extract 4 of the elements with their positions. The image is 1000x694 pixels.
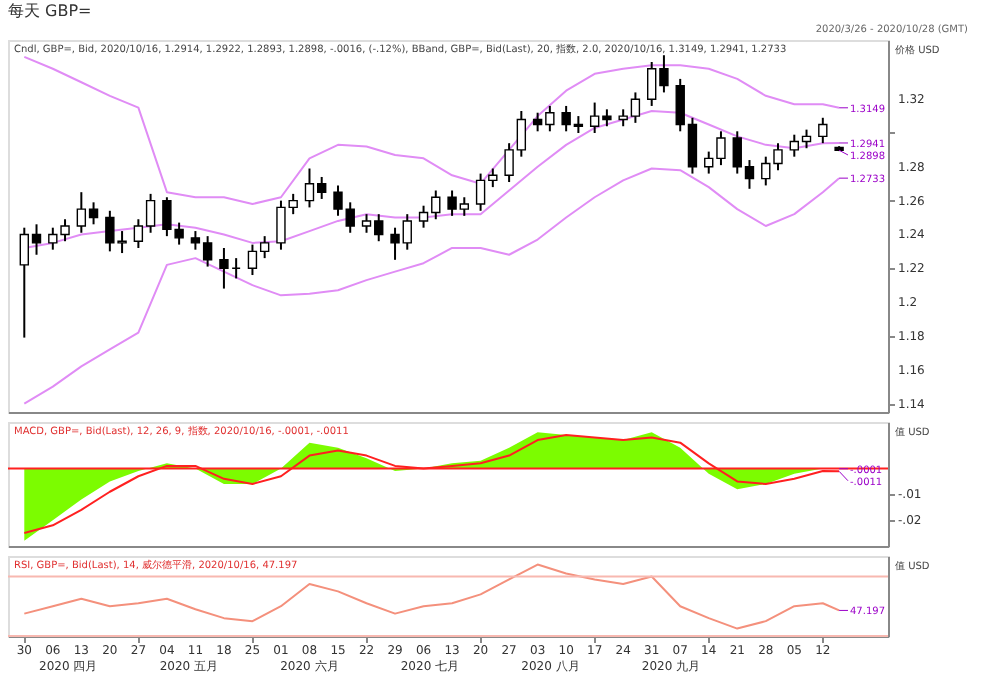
chart-title: 每天 GBP= — [8, 2, 92, 20]
candlestick — [818, 116, 828, 145]
line-series — [23, 167, 841, 405]
line-series — [23, 55, 841, 206]
